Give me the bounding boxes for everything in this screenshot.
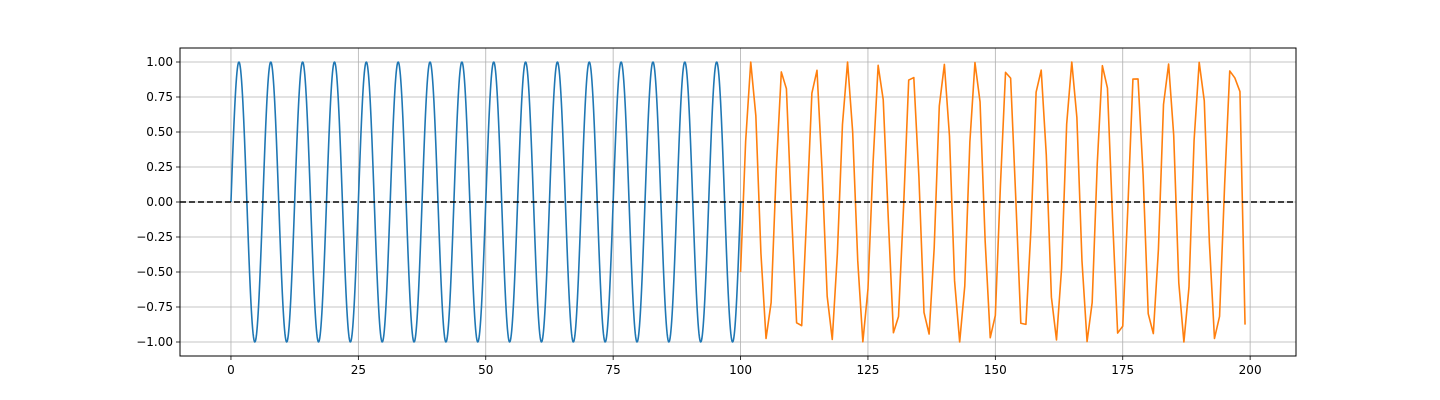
y-tick-label: 1.00	[146, 55, 173, 69]
series-line-2	[739, 61, 1246, 343]
y-tick-label: −1.00	[136, 335, 173, 349]
y-tick-label: 0.50	[146, 125, 173, 139]
x-axis-ticks: 0 25 50 75 100 125 150 175 200	[227, 356, 1262, 377]
y-tick-label: −0.50	[136, 265, 173, 279]
x-tick-label: 0	[227, 363, 235, 377]
y-tick-label: 0.75	[146, 90, 173, 104]
x-tick-label: 75	[606, 363, 621, 377]
x-tick-label: 50	[478, 363, 493, 377]
series-group	[230, 61, 1246, 343]
x-tick-label: 25	[351, 363, 366, 377]
y-tick-label: 0.00	[146, 195, 173, 209]
y-axis-ticks: 1.00 0.75 0.50 0.25 0.00 −0.25 −0.50 −0.75 −1.00	[136, 55, 180, 349]
y-tick-label: 0.25	[146, 160, 173, 174]
x-tick-label: 200	[1239, 363, 1262, 377]
series-line-1	[230, 61, 742, 343]
y-tick-label: −0.25	[136, 230, 173, 244]
x-tick-label: 100	[729, 363, 752, 377]
x-tick-label: 175	[1111, 363, 1134, 377]
x-tick-label: 125	[856, 363, 879, 377]
x-tick-label: 150	[984, 363, 1007, 377]
y-tick-label: −0.75	[136, 300, 173, 314]
